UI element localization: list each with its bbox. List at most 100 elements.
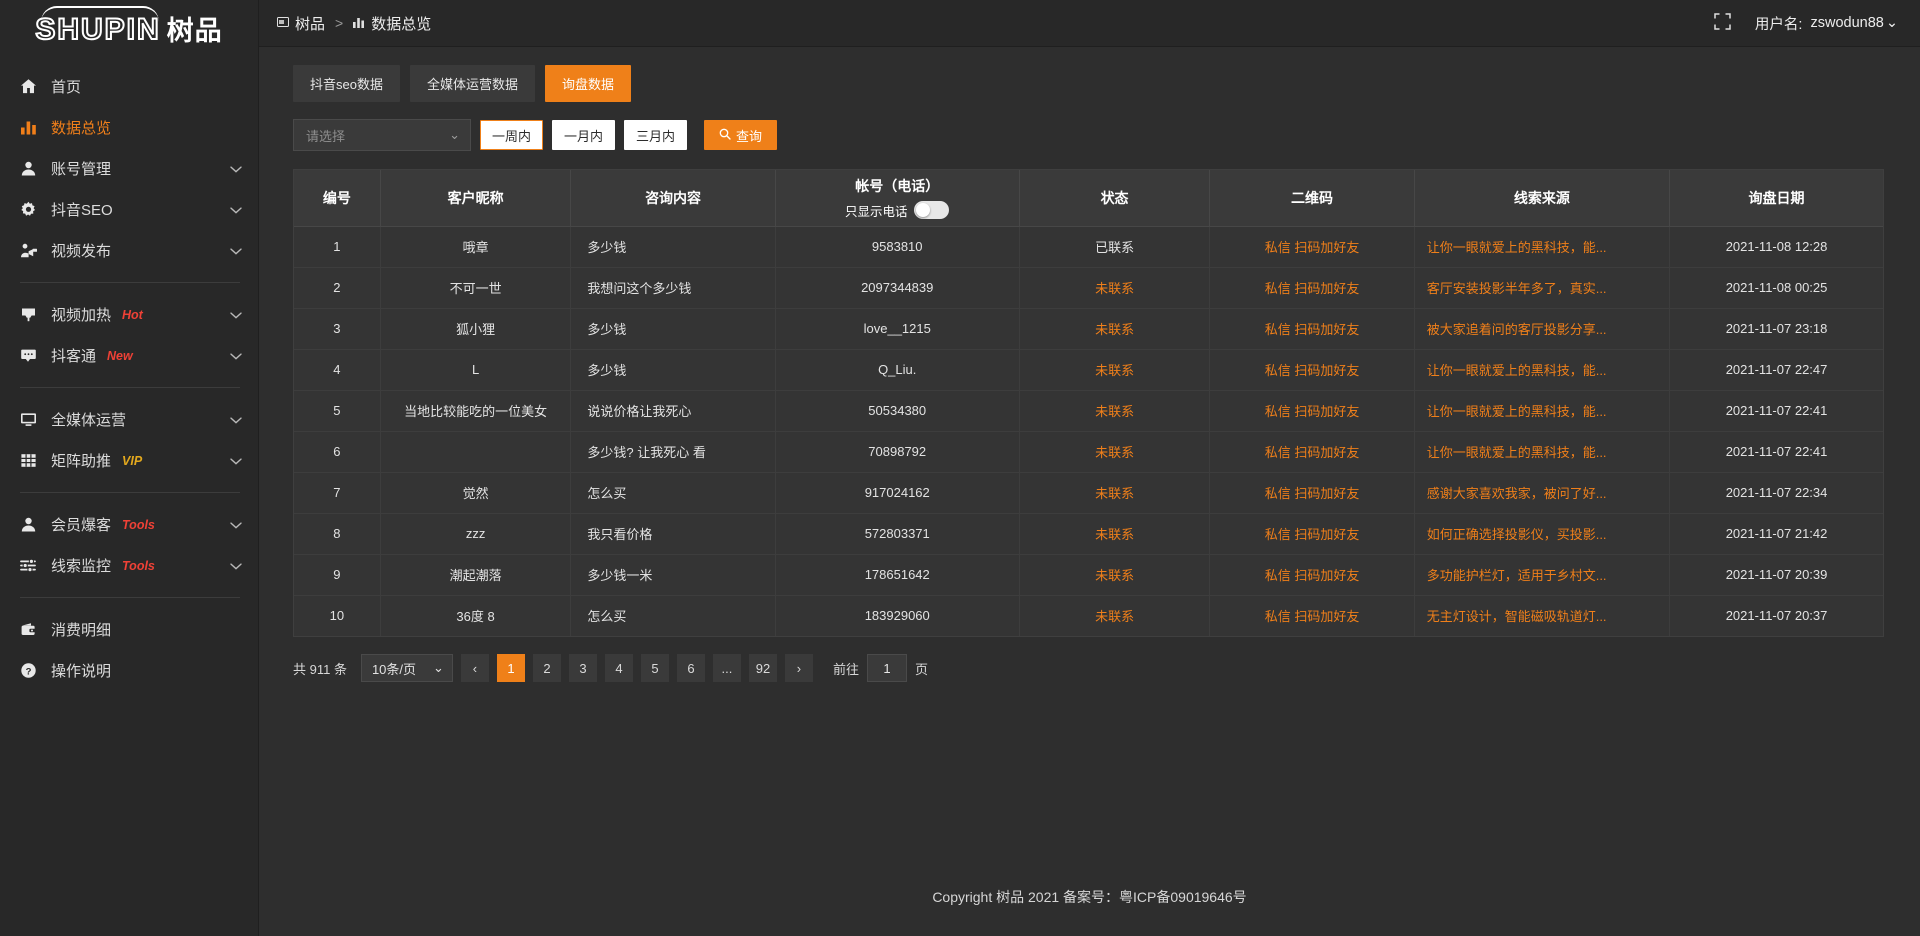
breadcrumb-item-current[interactable]: 数据总览 <box>353 13 431 34</box>
jump-page-input[interactable] <box>866 654 907 682</box>
copyright-text: Copyright 树品 2021 备案号：粤ICP备09019646号 <box>932 889 1247 905</box>
cell-date: 2021-11-07 23:18 <box>1669 308 1883 350</box>
sidebar-item-label: 视频发布 <box>51 243 112 260</box>
cell-account: 50534380 <box>775 390 1020 432</box>
sliders-icon <box>20 557 42 574</box>
sidebar-divider <box>20 597 240 598</box>
next-page-button[interactable]: › <box>784 654 813 682</box>
data-type-tabs: 抖音seo数据 全媒体运营数据 询盘数据 <box>293 65 1884 102</box>
table-row[interactable]: 4 L 多少钱 Q_Liu. 未联系 私信 扫码加好友 让你一眼就爱上的黑科技，能... 20… <box>294 349 1883 391</box>
search-button[interactable]: 查询 <box>704 120 778 150</box>
cell-qrcode[interactable]: 私信 扫码加好友 <box>1209 472 1415 514</box>
table-row[interactable]: 6 多少钱? 让我死心 看 70898792 未联系 私信 扫码加好友 让你一眼就爱上的黑… <box>294 431 1883 473</box>
sidebar-item-5[interactable]: 视频加热 Hot <box>0 294 258 335</box>
sidebar-item-tag: Tools <box>122 558 155 573</box>
user-menu[interactable]: 用户名: zswodun88 ⌄ <box>1755 13 1898 34</box>
cell-qrcode[interactable]: 私信 扫码加好友 <box>1209 390 1415 432</box>
range-button-1[interactable]: 一月内 <box>552 120 616 150</box>
table-row[interactable]: 1 哦章 多少钱 9583810 已联系 私信 扫码加好友 让你一眼就爱上的黑科技，能...… <box>294 226 1883 268</box>
sidebar-item-7[interactable]: 全媒体运营 <box>0 399 258 440</box>
table-row[interactable]: 10 36度 8 怎么买 183929060 未联系 私信 扫码加好友 无主灯设计，智能磁吸… <box>294 595 1883 636</box>
sidebar-item-8[interactable]: 矩阵助推 VIP <box>0 440 258 481</box>
table-row[interactable]: 9 潮起潮落 多少钱一米 178651642 未联系 私信 扫码加好友 多功能护栏灯，适用于… <box>294 554 1883 596</box>
cell-source[interactable]: 客厅安装投影半年多了，真实... <box>1414 267 1671 309</box>
cell-source[interactable]: 被大家追着问的客厅投影分享... <box>1414 308 1671 350</box>
page-size-select[interactable]: 10条/页 ⌄ <box>360 654 453 682</box>
cell-account: 70898792 <box>775 431 1020 473</box>
page-button-0[interactable]: 1 <box>496 654 525 682</box>
sidebar-item-label: 数据总览 <box>51 120 112 137</box>
breadcrumb-item-root[interactable]: 树品 <box>277 13 325 34</box>
range-button-0[interactable]: 一周内 <box>480 120 544 150</box>
table-row[interactable]: 8 zzz 我只看价格 572803371 未联系 私信 扫码加好友 如何正确选择投影仪，买… <box>294 513 1883 555</box>
prev-page-button[interactable]: ‹ <box>460 654 489 682</box>
page-button-4[interactable]: 5 <box>640 654 669 682</box>
tab-1[interactable]: 全媒体运营数据 <box>409 65 535 102</box>
cell-status: 未联系 <box>1019 431 1211 473</box>
cell-qrcode[interactable]: 私信 扫码加好友 <box>1209 349 1415 391</box>
cell-source[interactable]: 让你一眼就爱上的黑科技，能... <box>1414 431 1671 473</box>
cell-status: 已联系 <box>1019 226 1211 268</box>
cell-nickname: 不可一世 <box>380 267 572 309</box>
cell-source[interactable]: 让你一眼就爱上的黑科技，能... <box>1414 390 1671 432</box>
brand-logo[interactable]: SHUPIN 树品 <box>0 0 258 56</box>
cell-qrcode[interactable]: 私信 扫码加好友 <box>1209 554 1415 596</box>
filter-bar: 请选择 ⌄ 一周内 一月内 三月内 查询 <box>293 119 1884 151</box>
page-button-1[interactable]: 2 <box>532 654 561 682</box>
chart-bar-icon <box>20 119 42 136</box>
range-button-2[interactable]: 三月内 <box>624 120 688 150</box>
sidebar-item-6[interactable]: 抖客通 New <box>0 335 258 376</box>
inquiry-table: 编号 客户昵称 咨询内容 帐号（电话） 只显示电话 状态 二维码 线索来源 询盘日期 1 哦章 多少… <box>294 170 1883 636</box>
sidebar-item-12[interactable]: ? 操作说明 <box>0 650 258 691</box>
sidebar-item-2[interactable]: 账号管理 <box>0 148 258 189</box>
cell-source[interactable]: 感谢大家喜欢我家，被问了好... <box>1414 472 1671 514</box>
cell-source[interactable]: 无主灯设计，智能磁吸轨道灯... <box>1414 595 1671 636</box>
sidebar-item-1[interactable]: 数据总览 <box>0 107 258 148</box>
phone-only-toggle[interactable] <box>914 201 950 220</box>
cell-qrcode[interactable]: 私信 扫码加好友 <box>1209 431 1415 473</box>
cell-source[interactable]: 如何正确选择投影仪，买投影... <box>1414 513 1671 555</box>
cell-content: 怎么买 <box>570 595 776 636</box>
tab-0[interactable]: 抖音seo数据 <box>293 65 400 102</box>
cell-date: 2021-11-07 21:42 <box>1669 513 1883 555</box>
sidebar-nav: 首页数据总览账号管理 抖音SEO 视频发布视频加热 Hot 抖客通 New 全媒体运营 矩阵助… <box>0 66 258 691</box>
cell-no: 5 <box>294 390 381 432</box>
cell-qrcode[interactable]: 私信 扫码加好友 <box>1209 308 1415 350</box>
column-title: 状态 <box>1100 189 1129 206</box>
cell-qrcode[interactable]: 私信 扫码加好友 <box>1209 595 1415 636</box>
sidebar-item-0[interactable]: 首页 <box>0 66 258 107</box>
fullscreen-icon[interactable] <box>1714 12 1731 34</box>
sidebar-item-4[interactable]: 视频发布 <box>0 230 258 271</box>
cell-source[interactable]: 让你一眼就爱上的黑科技，能... <box>1414 349 1671 391</box>
content-area: 抖音seo数据 全媒体运营数据 询盘数据 请选择 ⌄ 一周内 一月内 三月内 查询 <box>259 47 1920 858</box>
cell-content: 多少钱? 让我死心 看 <box>570 431 776 473</box>
sidebar-item-label: 消费明细 <box>51 622 112 639</box>
chevron-down-icon <box>230 452 242 469</box>
sidebar-item-10[interactable]: 线索监控 Tools <box>0 545 258 586</box>
sidebar-item-3[interactable]: 抖音SEO <box>0 189 258 230</box>
cell-no: 9 <box>294 554 381 596</box>
account-select[interactable]: 请选择 ⌄ <box>293 119 471 151</box>
date-range-buttons: 一周内 一月内 三月内 <box>480 120 688 150</box>
cell-no: 8 <box>294 513 381 555</box>
table-row[interactable]: 7 觉然 怎么买 917024162 未联系 私信 扫码加好友 感谢大家喜欢我家，被问了好.… <box>294 472 1883 514</box>
page-button-5[interactable]: 6 <box>676 654 705 682</box>
page-button-3[interactable]: 4 <box>604 654 633 682</box>
cell-source[interactable]: 多功能护栏灯，适用于乡村文... <box>1414 554 1671 596</box>
cell-no: 1 <box>294 226 381 268</box>
sidebar-item-11[interactable]: 消费明细 <box>0 609 258 650</box>
table-row[interactable]: 5 当地比较能吃的一位美女 说说价格让我死心 50534380 未联系 私信 扫码加好友让… <box>294 390 1883 432</box>
page-button-2[interactable]: 3 <box>568 654 597 682</box>
cell-qrcode[interactable]: 私信 扫码加好友 <box>1209 267 1415 309</box>
sidebar-item-9[interactable]: 会员爆客 Tools <box>0 504 258 545</box>
chevron-down-icon <box>230 411 242 428</box>
table-row[interactable]: 3 狐小狸 多少钱 love__1215 未联系 私信 扫码加好友 被大家追着问的客厅投影分… <box>294 308 1883 350</box>
sidebar-item-tag: Tools <box>122 517 155 532</box>
tab-2[interactable]: 询盘数据 <box>544 65 631 102</box>
cell-qrcode[interactable]: 私信 扫码加好友 <box>1209 513 1415 555</box>
cell-source[interactable]: 让你一眼就爱上的黑科技，能... <box>1414 226 1671 268</box>
table-row[interactable]: 2 不可一世 我想问这个多少钱 2097344839 未联系 私信 扫码加好友 客厅安装投影… <box>294 267 1883 309</box>
logo-arc-decoration <box>41 6 160 22</box>
page-button-7[interactable]: 92 <box>748 654 777 682</box>
cell-qrcode[interactable]: 私信 扫码加好友 <box>1209 226 1415 268</box>
